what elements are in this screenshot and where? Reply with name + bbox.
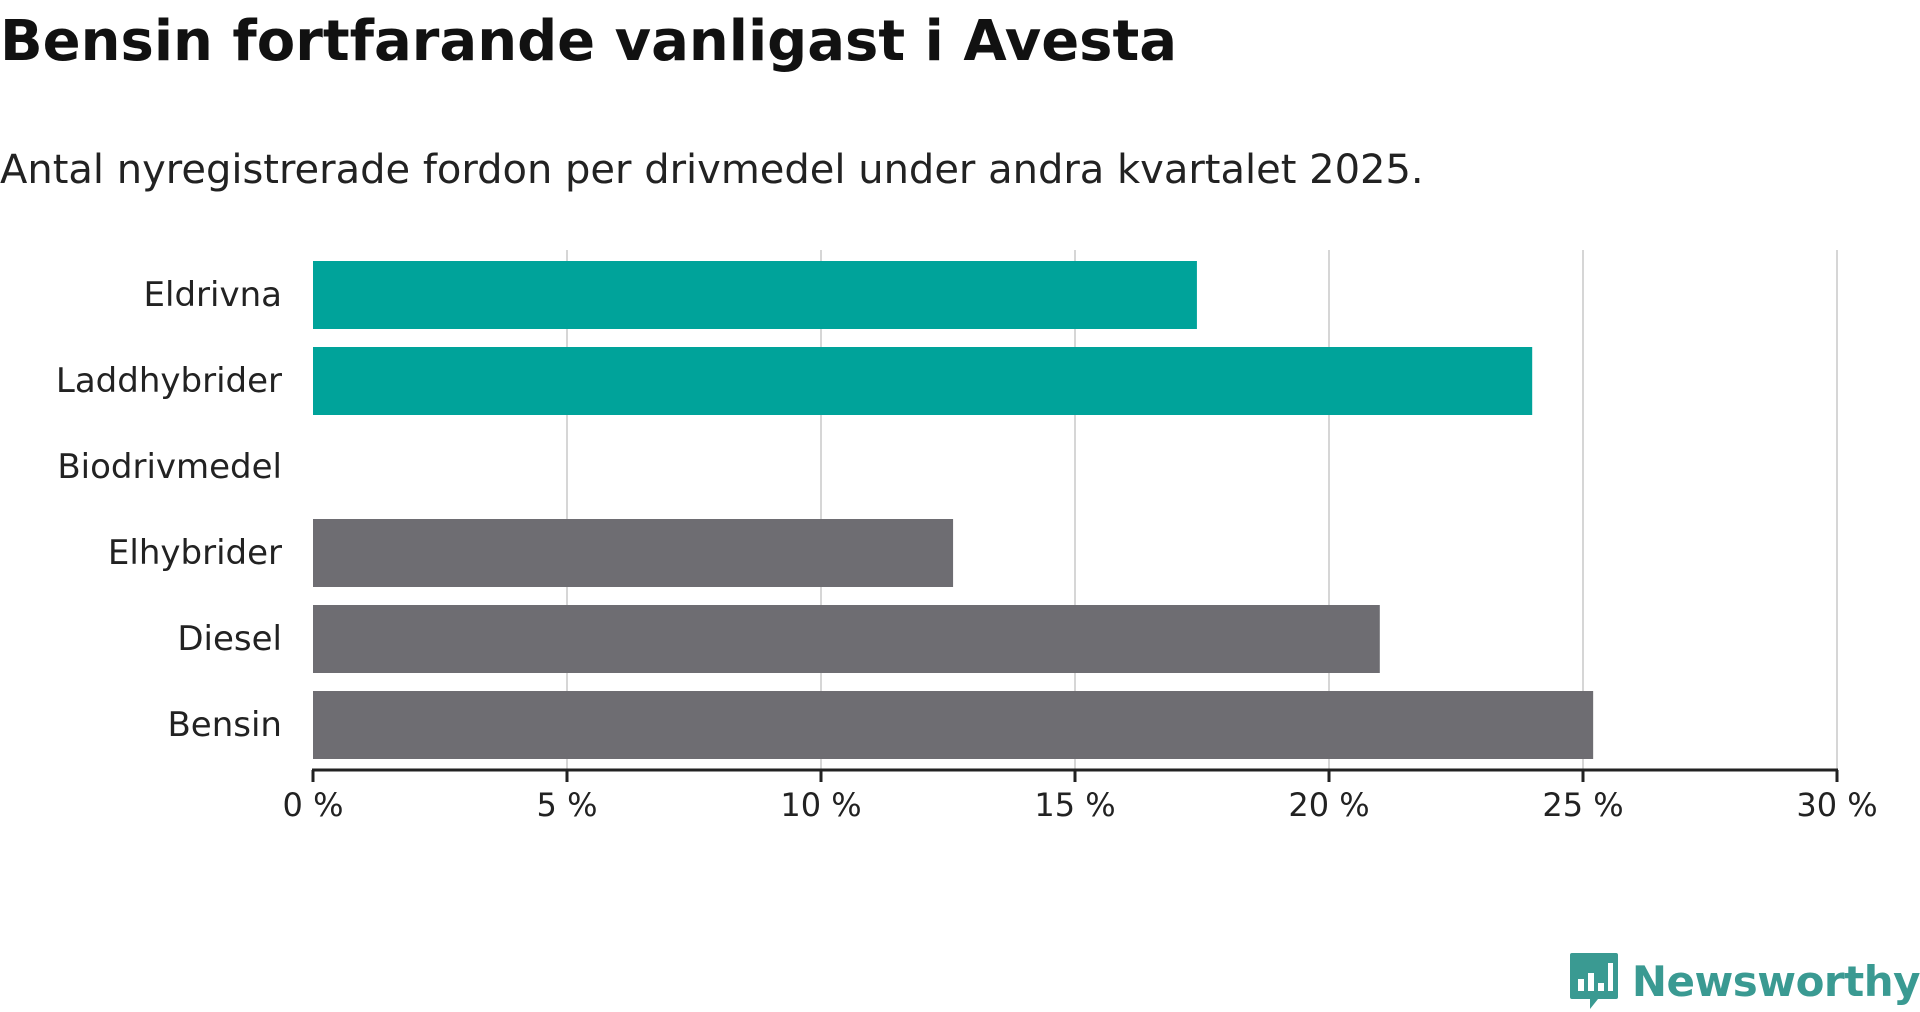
chart-title: Bensin fortfarande vanligast i Avesta: [0, 9, 1178, 74]
category-label: Laddhybrider: [56, 361, 282, 401]
bar-bensin: [313, 691, 1594, 759]
category-label: Bensin: [167, 705, 282, 745]
x-tick-label: 0 %: [283, 786, 344, 824]
category-label: Biodrivmedel: [57, 447, 282, 487]
category-label: Eldrivna: [144, 275, 282, 315]
brand-name: Newsworthy: [1631, 956, 1920, 1006]
x-tick-label: 10 %: [780, 786, 861, 824]
newsworthy-logo: Newsworthy: [1568, 950, 1920, 1012]
bar-diesel: [313, 605, 1380, 673]
bar-elhybrider: [313, 519, 954, 587]
bar-laddhybrider: [313, 347, 1533, 415]
chart-subtitle: Antal nyregistrerade fordon per drivmede…: [0, 147, 1424, 193]
category-labels: Eldrivna Laddhybrider Biodrivmedel Elhybrid…: [56, 275, 282, 745]
x-tick-label: 25 %: [1542, 786, 1623, 824]
x-axis: 0 % 5 % 10 % 15 % 20 % 25 % 30 %: [283, 768, 1878, 824]
category-label: Diesel: [177, 619, 282, 659]
gridlines: [566, 250, 1838, 770]
newsworthy-bar-chart-icon: [1569, 953, 1618, 1009]
x-tick-label: 20 %: [1288, 786, 1369, 824]
x-tick-label: 15 %: [1034, 786, 1115, 824]
bar-eldrivna: [313, 261, 1197, 329]
bars: [313, 261, 1594, 759]
x-tick-label: 30 %: [1796, 786, 1877, 824]
category-label: Elhybrider: [108, 533, 282, 573]
x-tick-label: 5 %: [537, 786, 598, 824]
